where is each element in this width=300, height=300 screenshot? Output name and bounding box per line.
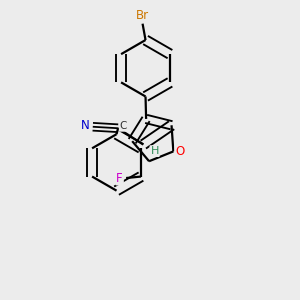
Text: Br: Br: [136, 9, 149, 22]
Text: F: F: [116, 172, 123, 184]
Text: O: O: [175, 145, 184, 158]
Text: N: N: [81, 119, 90, 132]
Text: H: H: [150, 146, 159, 156]
Text: C: C: [120, 121, 127, 131]
